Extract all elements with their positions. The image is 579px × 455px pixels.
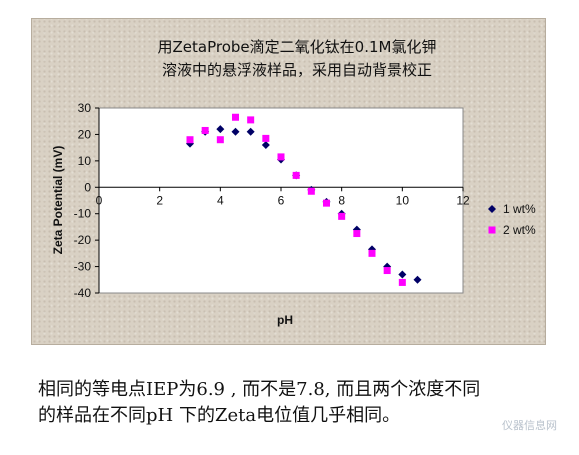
legend: 1 wt% 2 wt% (488, 202, 536, 237)
series-2-point (338, 212, 346, 220)
series-2-point (216, 136, 224, 144)
series-2-point (292, 171, 300, 179)
series-2-point (232, 113, 239, 121)
series-2-point (398, 278, 406, 286)
y-tick-label: 20 (78, 127, 92, 141)
series-2-point (247, 116, 255, 124)
data-points (186, 113, 422, 286)
x-tick-label: 12 (456, 193, 470, 207)
y-tick-label: -40 (74, 286, 92, 300)
y-tick-label: 30 (78, 101, 92, 115)
series-1-point (216, 125, 225, 134)
series-1-point (413, 275, 422, 284)
chart-panel: 用ZetaProbe滴定二氧化钛在0.1M氯化钾 溶液中的悬浮液样品，采用自动背… (31, 18, 546, 345)
legend-label-2: 2 wt% (503, 223, 536, 237)
y-tick-label: -10 (74, 207, 92, 221)
y-tick-label: -30 (74, 260, 92, 274)
chart-svg: 用ZetaProbe滴定二氧化钛在0.1M氯化钾 溶液中的悬浮液样品，采用自动背… (51, 38, 536, 327)
legend-marker-2 (488, 226, 496, 234)
y-axis-title: Zeta Potential (mV) (51, 146, 65, 255)
series-2-point (307, 187, 315, 195)
x-tick-label: 8 (338, 193, 345, 207)
plot-area (98, 107, 464, 294)
legend-label-1: 1 wt% (503, 202, 536, 216)
x-tick-label: 6 (278, 193, 285, 207)
series-2-point (277, 153, 285, 161)
caption-line-1: 相同的等电点IEP为6.9 , 而不是7.8, 而且两个浓度不同 (38, 379, 481, 400)
series-2-point (186, 136, 194, 144)
caption-line-2: 的样品在不同pH 下的Zeta电位值几乎相同。 (38, 405, 401, 426)
y-tick-label: 10 (78, 154, 92, 168)
series-2-point (323, 199, 330, 207)
x-tick-label: 10 (396, 193, 410, 207)
chart-title-line-2: 溶液中的悬浮液样品，采用自动背景校正 (162, 61, 432, 79)
x-tick-label: 4 (217, 193, 224, 207)
series-2-point (353, 230, 361, 238)
legend-marker-1 (488, 205, 496, 213)
chart-title-line-1: 用ZetaProbe滴定二氧化钛在0.1M氯化钾 (158, 38, 437, 56)
x-axis-title: pH (277, 313, 293, 327)
series-1-point (398, 270, 407, 279)
y-tick-label: -20 (74, 233, 92, 247)
series-2-point (262, 134, 270, 142)
caption: 相同的等电点IEP为6.9 , 而不是7.8, 而且两个浓度不同 的样品在不同p… (38, 377, 568, 429)
series-2-point (368, 249, 376, 257)
series-1-point (261, 141, 270, 149)
series-2-point (383, 267, 391, 275)
watermark: 仪器信息网 (502, 419, 557, 432)
y-tick-label: 0 (84, 180, 91, 194)
y-axis-ticks: 30 20 10 0 -10 -20 -30 -40 (74, 101, 99, 300)
x-tick-label: 2 (156, 193, 163, 207)
series-2-point (201, 126, 209, 134)
